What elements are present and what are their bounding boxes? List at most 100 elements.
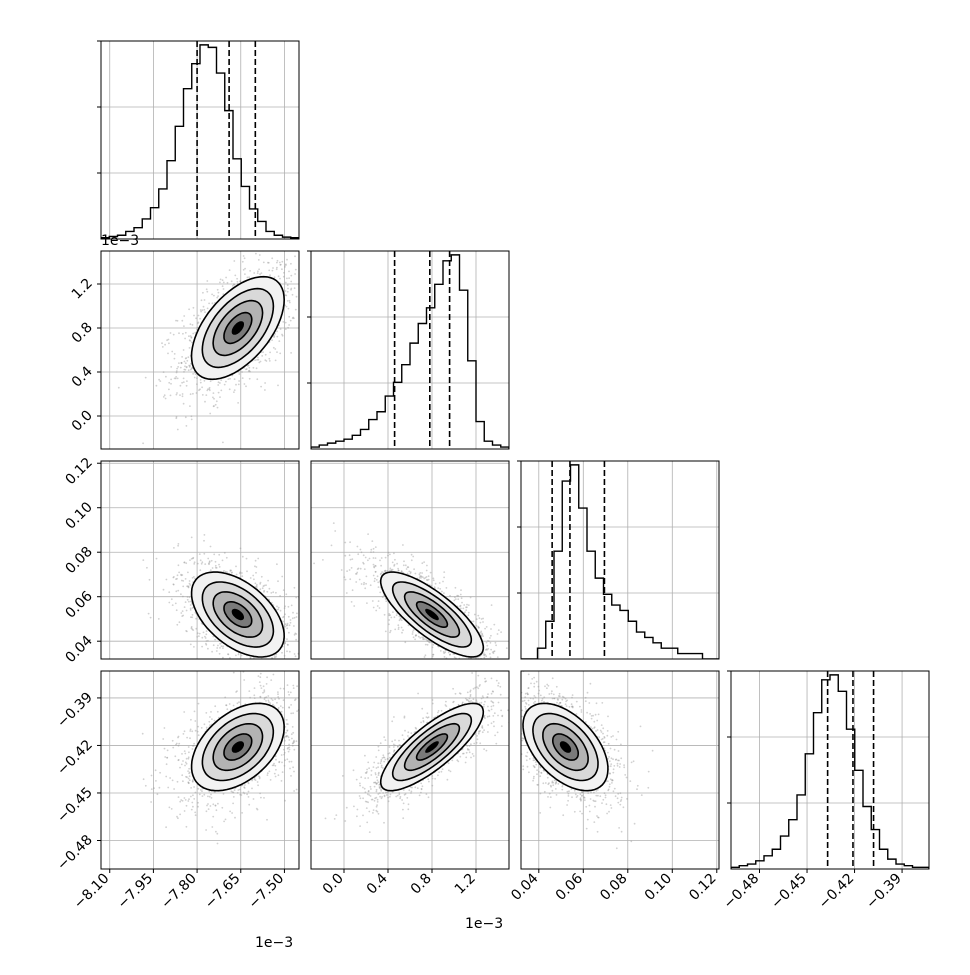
scatter-point xyxy=(248,370,250,372)
scatter-point xyxy=(176,394,178,396)
scatter-point xyxy=(208,563,210,565)
scatter-point xyxy=(476,678,478,680)
scatter-point xyxy=(218,564,220,566)
scatter-point xyxy=(490,628,492,630)
scatter-point xyxy=(254,359,256,361)
scatter-point xyxy=(185,332,187,334)
scatter-point xyxy=(203,553,205,555)
ytick-label-1: 0.06 xyxy=(62,588,95,621)
scatter-point xyxy=(303,626,305,628)
scatter-point xyxy=(183,325,185,327)
scatter-point xyxy=(273,336,275,338)
scatter-point xyxy=(275,360,277,362)
scatter-point xyxy=(281,334,283,336)
scatter-point xyxy=(218,392,220,394)
scatter-point xyxy=(246,663,248,665)
scatter-point xyxy=(302,658,304,660)
scatter-point xyxy=(180,574,182,576)
scatter-point xyxy=(188,768,190,770)
scatter-point xyxy=(252,678,254,680)
scatter-point xyxy=(375,571,377,573)
grid xyxy=(101,41,299,239)
scatter-point xyxy=(222,285,224,287)
scatter-point xyxy=(197,632,199,634)
scatter-point xyxy=(272,267,274,269)
scatter-point xyxy=(290,622,292,624)
scatter-point xyxy=(386,570,388,572)
scatter-point xyxy=(186,758,188,760)
scatter-point xyxy=(293,771,295,773)
scatter-point xyxy=(219,653,221,655)
scatter-point xyxy=(247,277,249,279)
ytick-label-0: 0.04 xyxy=(62,633,95,666)
scatter-point xyxy=(174,353,176,355)
scatter-point xyxy=(204,563,206,565)
scatter-point xyxy=(208,388,210,390)
scatter-point xyxy=(279,262,281,264)
scatter-point xyxy=(275,592,277,594)
scatter-point xyxy=(276,268,278,270)
scatter-point xyxy=(260,386,262,388)
scatter-point xyxy=(488,678,490,680)
scatter-point xyxy=(276,331,278,333)
scatter-point xyxy=(373,548,375,550)
scatter-point xyxy=(478,627,480,629)
scatter-point xyxy=(190,604,192,606)
hist-panel-1 xyxy=(307,251,509,449)
scatter-point xyxy=(276,336,278,338)
scatter-point xyxy=(322,654,324,656)
scatter-point xyxy=(305,290,307,292)
scatter-point xyxy=(343,576,345,578)
scatter-point xyxy=(264,585,266,587)
scatter-point xyxy=(498,666,500,668)
scatter-point xyxy=(279,660,281,662)
scatter-point xyxy=(234,275,236,277)
scatter-point xyxy=(183,562,185,564)
scatter-point xyxy=(208,303,210,305)
scatter-point xyxy=(196,377,198,379)
scatter-point xyxy=(457,598,459,600)
scatter-point xyxy=(370,549,372,551)
scatter-point xyxy=(425,644,427,646)
scatter-point xyxy=(205,633,207,635)
scatter-point xyxy=(263,797,265,799)
scatter-point xyxy=(297,247,299,249)
scatter-point xyxy=(490,667,492,669)
scatter-point xyxy=(500,631,502,633)
scatter-point xyxy=(189,584,191,586)
scatter-point xyxy=(148,613,150,615)
scatter-point xyxy=(490,649,492,651)
scatter-point xyxy=(390,568,392,570)
scatter-point xyxy=(460,589,462,591)
scatter-point xyxy=(170,379,172,381)
scatter-point xyxy=(158,379,160,381)
scatter-point xyxy=(326,237,328,239)
scatter-point xyxy=(212,816,214,818)
scatter-point xyxy=(379,607,381,609)
scatter-point xyxy=(224,697,226,699)
scatter-point xyxy=(285,664,287,666)
ytick-label-3: 0.10 xyxy=(62,499,95,532)
scatter-point xyxy=(296,296,298,298)
scatter-point xyxy=(394,564,396,566)
scatter-point xyxy=(238,373,240,375)
scatter-point xyxy=(290,704,292,706)
scatter-point xyxy=(438,676,440,678)
scatter-point xyxy=(168,342,170,344)
scatter-point xyxy=(377,575,379,577)
scatter-point xyxy=(378,586,380,588)
scatter-point xyxy=(482,680,484,682)
scatter-point xyxy=(190,719,192,721)
scatter-point xyxy=(178,543,180,545)
scatter-point xyxy=(426,570,428,572)
scatter-point xyxy=(175,603,177,605)
scatter-point xyxy=(290,619,292,621)
scatter-point xyxy=(176,609,178,611)
scatter-point xyxy=(277,260,279,262)
scatter-point xyxy=(302,302,304,304)
scatter-point xyxy=(470,597,472,599)
scatter-point xyxy=(491,604,493,606)
scatter-point xyxy=(361,583,363,585)
scatter-point xyxy=(371,540,373,542)
scatter-point xyxy=(411,554,413,556)
